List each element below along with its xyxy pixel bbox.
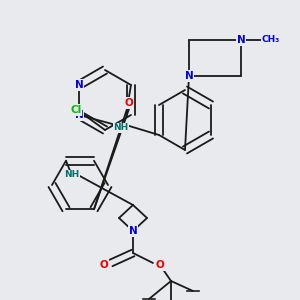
Text: N: N xyxy=(237,35,245,45)
Text: NH: NH xyxy=(64,170,80,179)
Text: CH₃: CH₃ xyxy=(262,35,280,44)
Text: N: N xyxy=(184,71,194,81)
Text: O: O xyxy=(156,260,164,270)
Text: O: O xyxy=(100,260,108,270)
Text: O: O xyxy=(124,98,134,108)
Text: NH: NH xyxy=(113,124,129,133)
Text: N: N xyxy=(75,110,83,120)
Text: Cl: Cl xyxy=(70,105,82,115)
Text: N: N xyxy=(129,226,137,236)
Text: N: N xyxy=(75,80,83,90)
